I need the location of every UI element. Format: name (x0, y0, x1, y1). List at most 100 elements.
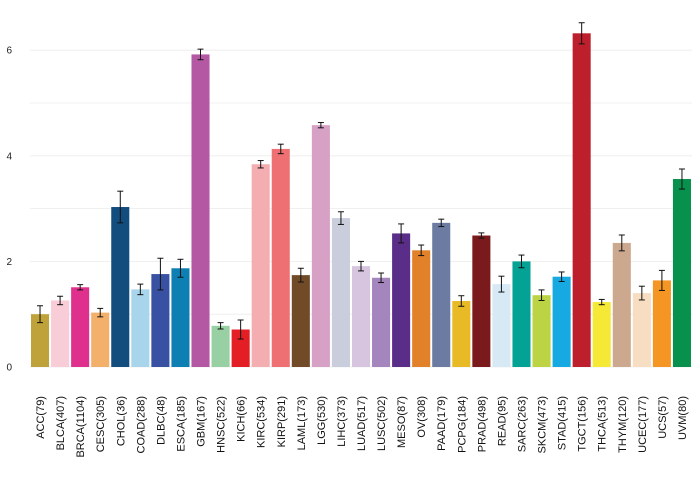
x-tick-label: LUSC(502) (376, 396, 388, 451)
error-bar (57, 295, 64, 306)
bar (392, 233, 411, 367)
bar (311, 125, 330, 368)
y-tick-label: 6 (6, 46, 12, 57)
x-tick-label: DLBC(48) (155, 396, 167, 445)
error-bar (137, 283, 144, 296)
x-tick-label: GBM(167) (196, 396, 208, 447)
error-bar (197, 48, 204, 61)
bar (532, 295, 551, 367)
y-tick-label: 4 (6, 151, 12, 162)
error-bar (217, 322, 224, 330)
x-tick-label: STAD(415) (557, 396, 569, 450)
x-tick-label: KIRP(291) (276, 396, 288, 447)
error-bar (398, 223, 405, 244)
x-tick-label: SKCM(473) (537, 396, 549, 453)
error-bars (37, 22, 685, 340)
bar (372, 277, 391, 367)
bar (191, 54, 210, 367)
x-tick-label: LGG(530) (316, 396, 328, 445)
x-tick-label: OV(308) (416, 396, 428, 438)
error-bar (478, 232, 485, 239)
bar (472, 235, 491, 367)
bar (412, 250, 431, 367)
bar (592, 302, 611, 367)
bar (672, 179, 691, 367)
error-bar (658, 269, 665, 291)
error-bar (598, 298, 605, 306)
bar (652, 280, 671, 367)
x-tick-label: PRAD(498) (476, 396, 488, 452)
x-tick-label: UCEC(177) (637, 396, 649, 453)
error-bar (418, 244, 425, 257)
error-bar (518, 254, 525, 269)
bar (91, 312, 110, 367)
bar (251, 164, 270, 367)
error-bar (37, 305, 44, 324)
bar (31, 314, 50, 367)
bar (51, 300, 70, 367)
error-bar (157, 257, 164, 291)
error-bar (257, 160, 264, 169)
error-bar (177, 258, 184, 278)
bar (492, 284, 511, 367)
bar (171, 268, 190, 367)
x-tick-label: TGCT(156) (577, 396, 589, 452)
x-tick-label: UCS(57) (657, 396, 669, 439)
bar (612, 242, 631, 367)
x-tick-label: HNSC(522) (216, 396, 228, 453)
x-tick-label: ACC(79) (35, 396, 47, 439)
error-bar (297, 267, 304, 283)
error-bar (337, 211, 344, 225)
bars (31, 33, 691, 368)
error-bar (378, 272, 385, 284)
bar (512, 261, 531, 367)
error-bar (538, 289, 545, 301)
error-bar (458, 295, 465, 307)
bar (231, 329, 250, 367)
bar (552, 276, 571, 367)
error-bar (97, 307, 104, 318)
bar (131, 289, 150, 367)
x-tick-label: MESO(87) (396, 396, 408, 448)
x-tick-label: LUAD(517) (356, 396, 368, 451)
bar (111, 207, 130, 367)
x-tick-label: COAD(288) (135, 396, 147, 453)
bar (331, 218, 350, 367)
x-tick-label: BLCA(407) (55, 396, 67, 450)
error-bar (438, 218, 445, 228)
y-tick-label: 2 (6, 257, 12, 268)
bar (291, 275, 310, 367)
error-bar (77, 284, 84, 291)
error-bar (678, 168, 685, 190)
error-bar (638, 285, 645, 301)
x-tick-label: CHOL(36) (115, 396, 127, 446)
x-tick-label: SARC(263) (516, 396, 528, 452)
x-tick-label: BRCA(1104) (75, 396, 87, 458)
x-tick-label: LAML(173) (296, 396, 308, 450)
bar (432, 222, 451, 367)
error-bar (498, 275, 505, 293)
x-tick-label: THYM(120) (617, 396, 629, 453)
bar (271, 148, 290, 367)
y-axis-tick-labels: 0 2 4 6 (6, 46, 12, 374)
error-bar (237, 319, 244, 340)
bar (351, 266, 371, 367)
bar (452, 301, 471, 367)
bar (211, 325, 230, 367)
bar (632, 293, 651, 367)
bar (151, 274, 170, 367)
error-bar (317, 122, 324, 129)
x-axis-category-labels: ACC(79) BLCA(407) BRCA(1104) CESC(305) CHOL(… (35, 396, 689, 458)
error-bar (578, 22, 585, 45)
x-tick-label: UVM(80) (677, 396, 689, 440)
x-tick-label: LIHC(373) (336, 396, 348, 447)
x-tick-label: PAAD(179) (436, 396, 448, 451)
bar (572, 33, 591, 367)
y-tick-label: 0 (6, 363, 12, 374)
x-tick-label: CESC(305) (95, 396, 107, 452)
x-tick-label: ESCA(185) (175, 396, 187, 452)
x-tick-label: KIRC(534) (256, 396, 268, 448)
bar (71, 287, 90, 367)
x-tick-label: READ(95) (496, 396, 508, 446)
